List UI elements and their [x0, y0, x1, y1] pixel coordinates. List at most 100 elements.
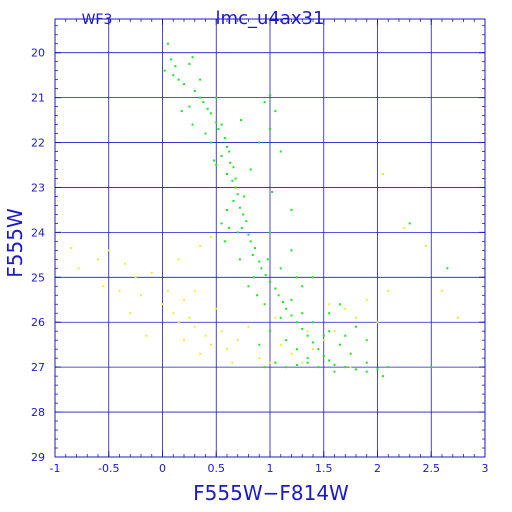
y-tick-label: 28 — [31, 406, 45, 419]
star-point-green — [263, 303, 266, 306]
star-point-yellow — [306, 330, 309, 333]
star-point-green — [338, 303, 341, 306]
star-point-green — [355, 325, 357, 328]
star-point-yellow — [134, 276, 137, 279]
star-point-green — [301, 327, 304, 330]
star-point-yellow — [107, 249, 110, 252]
star-point-green — [204, 132, 207, 135]
star-point-yellow — [355, 316, 357, 319]
star-point-green — [274, 361, 277, 364]
x-tick-label: 1 — [267, 462, 274, 475]
star-point-green — [312, 341, 314, 344]
star-point-green — [258, 141, 261, 144]
star-point-yellow — [226, 348, 228, 351]
star-point-green — [269, 94, 271, 97]
star-point-green — [269, 280, 271, 283]
star-point-green — [166, 42, 169, 45]
star-point-green — [290, 298, 293, 301]
star-point-yellow — [279, 343, 282, 346]
chart-title: lmc_u4ax31 — [216, 8, 325, 29]
star-point-green — [285, 339, 288, 342]
star-point-green — [220, 123, 223, 126]
star-point-yellow — [183, 339, 185, 342]
star-point-green — [263, 101, 266, 104]
star-point-green — [213, 159, 216, 162]
star-point-yellow — [77, 267, 80, 270]
star-point-green — [269, 128, 271, 131]
grid — [55, 19, 485, 457]
star-point-green — [365, 361, 368, 364]
star-point-green — [242, 213, 245, 216]
star-point-green — [376, 368, 379, 371]
star-point-yellow — [215, 307, 218, 310]
star-point-green — [317, 366, 320, 369]
star-point-green — [295, 276, 298, 279]
star-point-green — [163, 69, 166, 72]
star-point-green — [263, 366, 266, 369]
star-point-green — [245, 220, 248, 223]
x-axis-label: F555W−F814W — [193, 481, 349, 505]
star-point-green — [387, 366, 390, 369]
star-point-green — [191, 123, 194, 126]
star-point-green — [229, 161, 232, 164]
star-point-yellow — [247, 325, 250, 328]
star-point-yellow — [349, 366, 352, 369]
star-point-yellow — [301, 361, 304, 364]
y-tick-label: 29 — [31, 451, 45, 464]
x-tick-label: 0.5 — [208, 462, 226, 475]
star-point-green — [328, 359, 331, 362]
star-point-yellow — [199, 352, 202, 355]
star-point-yellow — [236, 339, 239, 342]
star-point-green — [231, 179, 234, 182]
star-point-green — [312, 321, 314, 324]
star-point-green — [306, 357, 309, 360]
star-point-green — [177, 78, 180, 81]
star-point-green — [344, 334, 347, 337]
chart-subtitle: WF3 — [82, 12, 113, 28]
star-point-green — [238, 206, 241, 209]
axis-ticks — [54, 19, 486, 458]
y-tick-label: 25 — [31, 271, 45, 284]
star-point-green — [258, 260, 261, 263]
star-point-green — [301, 312, 304, 315]
star-point-yellow — [381, 172, 384, 175]
star-point-green — [228, 226, 231, 229]
star-point-green — [365, 339, 368, 342]
star-point-green — [249, 168, 252, 171]
star-point-green — [191, 56, 194, 59]
star-point-green — [333, 363, 336, 366]
star-point-yellow — [387, 289, 390, 292]
star-point-yellow — [269, 361, 271, 364]
star-point-green — [365, 370, 368, 373]
star-point-green — [274, 287, 277, 290]
star-point-yellow — [188, 316, 191, 319]
star-point-yellow — [209, 343, 212, 346]
star-point-green — [241, 226, 244, 229]
star-point-green — [252, 276, 255, 279]
star-point-yellow — [403, 226, 406, 229]
star-point-green — [243, 195, 246, 198]
star-point-yellow — [199, 244, 202, 247]
star-point-green — [215, 96, 218, 99]
star-point-green — [279, 316, 282, 319]
star-point-yellow — [129, 312, 132, 315]
star-point-green — [277, 294, 280, 297]
star-point-yellow — [333, 330, 336, 333]
y-tick-label: 20 — [31, 47, 45, 60]
star-point-yellow — [312, 348, 314, 351]
star-point-green — [333, 370, 336, 373]
star-point-green — [258, 343, 261, 346]
star-point-green — [312, 276, 314, 279]
scatter-points — [59, 42, 460, 378]
y-axis-label: F555W — [3, 208, 27, 278]
star-point-green — [183, 83, 185, 86]
star-point-green — [217, 128, 220, 131]
star-point-green — [355, 368, 357, 371]
star-point-green — [209, 112, 212, 115]
star-point-yellow — [97, 258, 99, 261]
star-point-green — [234, 186, 237, 189]
star-point-yellow — [441, 289, 443, 292]
star-point-yellow — [322, 339, 325, 342]
star-point-yellow — [290, 352, 293, 355]
